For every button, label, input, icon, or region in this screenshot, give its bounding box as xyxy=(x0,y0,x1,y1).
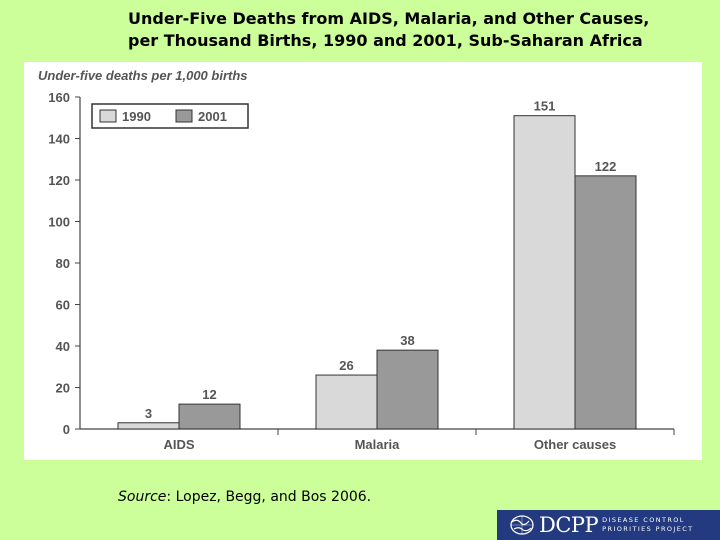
source-label: Source xyxy=(118,489,167,505)
logo-line-1: DISEASE CONTROL xyxy=(602,516,685,524)
slide-title-line-2: per Thousand Births, 1990 and 2001, Sub-… xyxy=(128,31,643,50)
y-tick-label: 60 xyxy=(56,298,70,313)
slide-title: Under-Five Deaths from AIDS, Malaria, an… xyxy=(128,8,708,52)
bar-2001-aids xyxy=(178,403,241,430)
data-label: 3 xyxy=(145,406,152,421)
source-text: : Lopez, Begg, and Bos 2006. xyxy=(166,489,372,505)
legend-swatch-1990 xyxy=(99,109,117,123)
logo-full-name: DISEASE CONTROL PRIORITIES PROJECT xyxy=(602,516,693,534)
y-tick-label: 0 xyxy=(63,422,70,437)
bar-2001-other-causes xyxy=(574,175,637,430)
y-tick-label: 100 xyxy=(48,215,70,230)
logo-line-2: PRIORITIES PROJECT xyxy=(602,525,694,533)
globe-icon xyxy=(510,515,534,535)
data-label: 38 xyxy=(400,333,414,348)
x-tick-label: Malaria xyxy=(355,437,401,452)
bar-1990-other-causes xyxy=(513,115,576,430)
y-tick-label: 80 xyxy=(56,256,70,271)
legend-label-1990: 1990 xyxy=(122,109,151,124)
bar-chart: Under-five deaths per 1,000 births 0 20 40 6… xyxy=(38,68,675,452)
chart-panel: Under-five deaths per 1,000 births 0 20 40 6… xyxy=(24,62,702,460)
x-tick-label: Other causes xyxy=(534,437,616,452)
dcpp-logo: DCPP DISEASE CONTROL PRIORITIES PROJECT xyxy=(497,510,720,540)
legend-swatch-2001 xyxy=(175,109,193,123)
bar-1990-aids xyxy=(117,422,180,430)
chart-title: Under-five deaths per 1,000 births xyxy=(38,68,248,83)
data-label: 151 xyxy=(534,99,556,114)
legend xyxy=(91,103,249,129)
x-tick-label: AIDS xyxy=(163,437,194,452)
y-tick-label: 120 xyxy=(48,173,70,188)
source-citation: Source: Lopez, Begg, and Bos 2006. xyxy=(118,489,371,505)
y-tick-label: 20 xyxy=(56,381,70,396)
y-tick-label: 140 xyxy=(48,132,70,147)
y-tick-label: 40 xyxy=(56,339,70,354)
bar-2001-malaria xyxy=(376,349,439,430)
data-label: 12 xyxy=(202,387,216,402)
data-label: 122 xyxy=(595,159,617,174)
slide-title-line-1: Under-Five Deaths from AIDS, Malaria, an… xyxy=(128,9,650,28)
data-label: 26 xyxy=(339,358,353,373)
logo-acronym: DCPP xyxy=(539,513,599,537)
y-tick-label: 160 xyxy=(48,90,70,105)
bar-1990-malaria xyxy=(315,374,378,430)
legend-label-2001: 2001 xyxy=(198,109,227,124)
